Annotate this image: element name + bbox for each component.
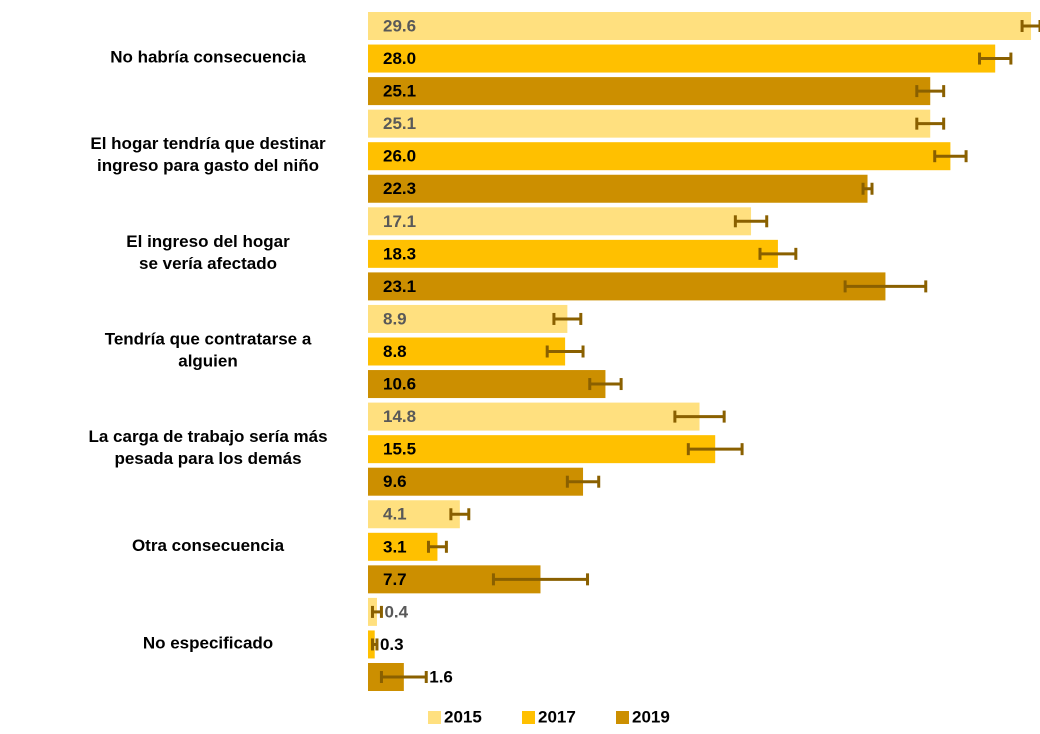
category-line: pesada para los demás <box>114 450 301 469</box>
error-bar <box>843 280 928 293</box>
error-bar <box>545 345 585 358</box>
value-label: 0.4 <box>384 602 408 621</box>
category-line: El hogar tendría que destinar <box>90 135 326 154</box>
value-label: 7.7 <box>383 570 407 589</box>
value-label: 8.9 <box>383 309 407 328</box>
category-label: Otra consecuencia <box>132 536 285 555</box>
value-label: 0.3 <box>380 635 404 654</box>
error-bar <box>733 215 769 228</box>
error-bar <box>673 410 726 423</box>
error-bar <box>915 117 946 130</box>
value-label: 23.1 <box>383 277 416 296</box>
value-label: 15.5 <box>383 440 416 459</box>
category-label: No habría consecuencia <box>110 48 306 67</box>
bar <box>368 44 996 73</box>
category-line: se vería afectado <box>139 254 277 273</box>
bar <box>368 532 438 561</box>
error-bar <box>686 443 744 456</box>
error-bar <box>552 312 583 325</box>
category-line: La carga de trabajo sería más <box>88 428 327 447</box>
bar <box>368 272 886 301</box>
error-bar <box>370 638 379 651</box>
error-bar <box>565 475 601 488</box>
value-label: 8.8 <box>383 342 407 361</box>
bar <box>368 12 1032 40</box>
category-line: No especificado <box>143 634 273 653</box>
error-bar <box>449 508 471 521</box>
category-line: Otra consecuencia <box>132 536 285 555</box>
category-line: No habría consecuencia <box>110 48 306 67</box>
bar <box>368 435 716 464</box>
error-bar <box>370 605 383 618</box>
value-label: 25.1 <box>383 114 416 133</box>
bar <box>368 239 778 268</box>
category-line: El ingreso del hogar <box>126 232 290 251</box>
value-label: 26.0 <box>383 147 416 166</box>
value-label: 1.6 <box>429 667 453 686</box>
error-bar <box>758 247 798 260</box>
bar <box>368 142 951 171</box>
value-label: 10.6 <box>383 375 416 394</box>
value-label: 3.1 <box>383 537 407 556</box>
error-bar <box>491 573 590 586</box>
legend-swatch <box>428 711 441 724</box>
error-bar <box>915 85 946 98</box>
category-label: La carga de trabajo sería más pesada para… <box>88 428 327 469</box>
category-label: Tendría que contratarse a alguien <box>105 330 312 371</box>
error-bar <box>588 378 623 391</box>
value-label: 28.0 <box>383 49 416 68</box>
value-label: 14.8 <box>383 407 416 426</box>
error-bar <box>1020 20 1040 32</box>
bar <box>368 304 568 333</box>
category-label: El hogar tendría que destinar ingreso par… <box>90 135 326 176</box>
category-label: El ingreso del hogar se vería afectado <box>126 232 290 273</box>
error-bar <box>978 52 1013 65</box>
category-label: No especificado <box>143 634 273 653</box>
bar <box>368 402 700 431</box>
bar <box>368 467 584 496</box>
value-label: 17.1 <box>383 212 416 231</box>
value-label: 29.6 <box>383 16 416 35</box>
legend-swatch <box>616 711 629 724</box>
bar <box>368 207 752 236</box>
value-label: 4.1 <box>383 505 407 524</box>
bar <box>368 337 566 366</box>
legend-label: 2019 <box>632 707 670 726</box>
bar <box>368 500 460 529</box>
error-bar <box>861 182 874 195</box>
category-line: ingreso para gasto del niño <box>97 157 319 176</box>
error-bar <box>379 671 428 683</box>
value-label: 18.3 <box>383 244 416 263</box>
value-label: 25.1 <box>383 82 416 101</box>
bar <box>368 370 606 399</box>
category-line: Tendría que contratarse a <box>105 330 312 349</box>
legend-label: 2015 <box>444 707 482 726</box>
bar <box>368 77 931 106</box>
bar <box>368 174 868 203</box>
error-bar <box>426 540 448 553</box>
legend-swatch <box>522 711 535 724</box>
category-line: alguien <box>178 352 238 371</box>
error-bar <box>933 150 968 163</box>
value-label: 22.3 <box>383 179 416 198</box>
value-label: 9.6 <box>383 472 407 491</box>
bar <box>368 109 931 138</box>
legend-label: 2017 <box>538 707 576 726</box>
